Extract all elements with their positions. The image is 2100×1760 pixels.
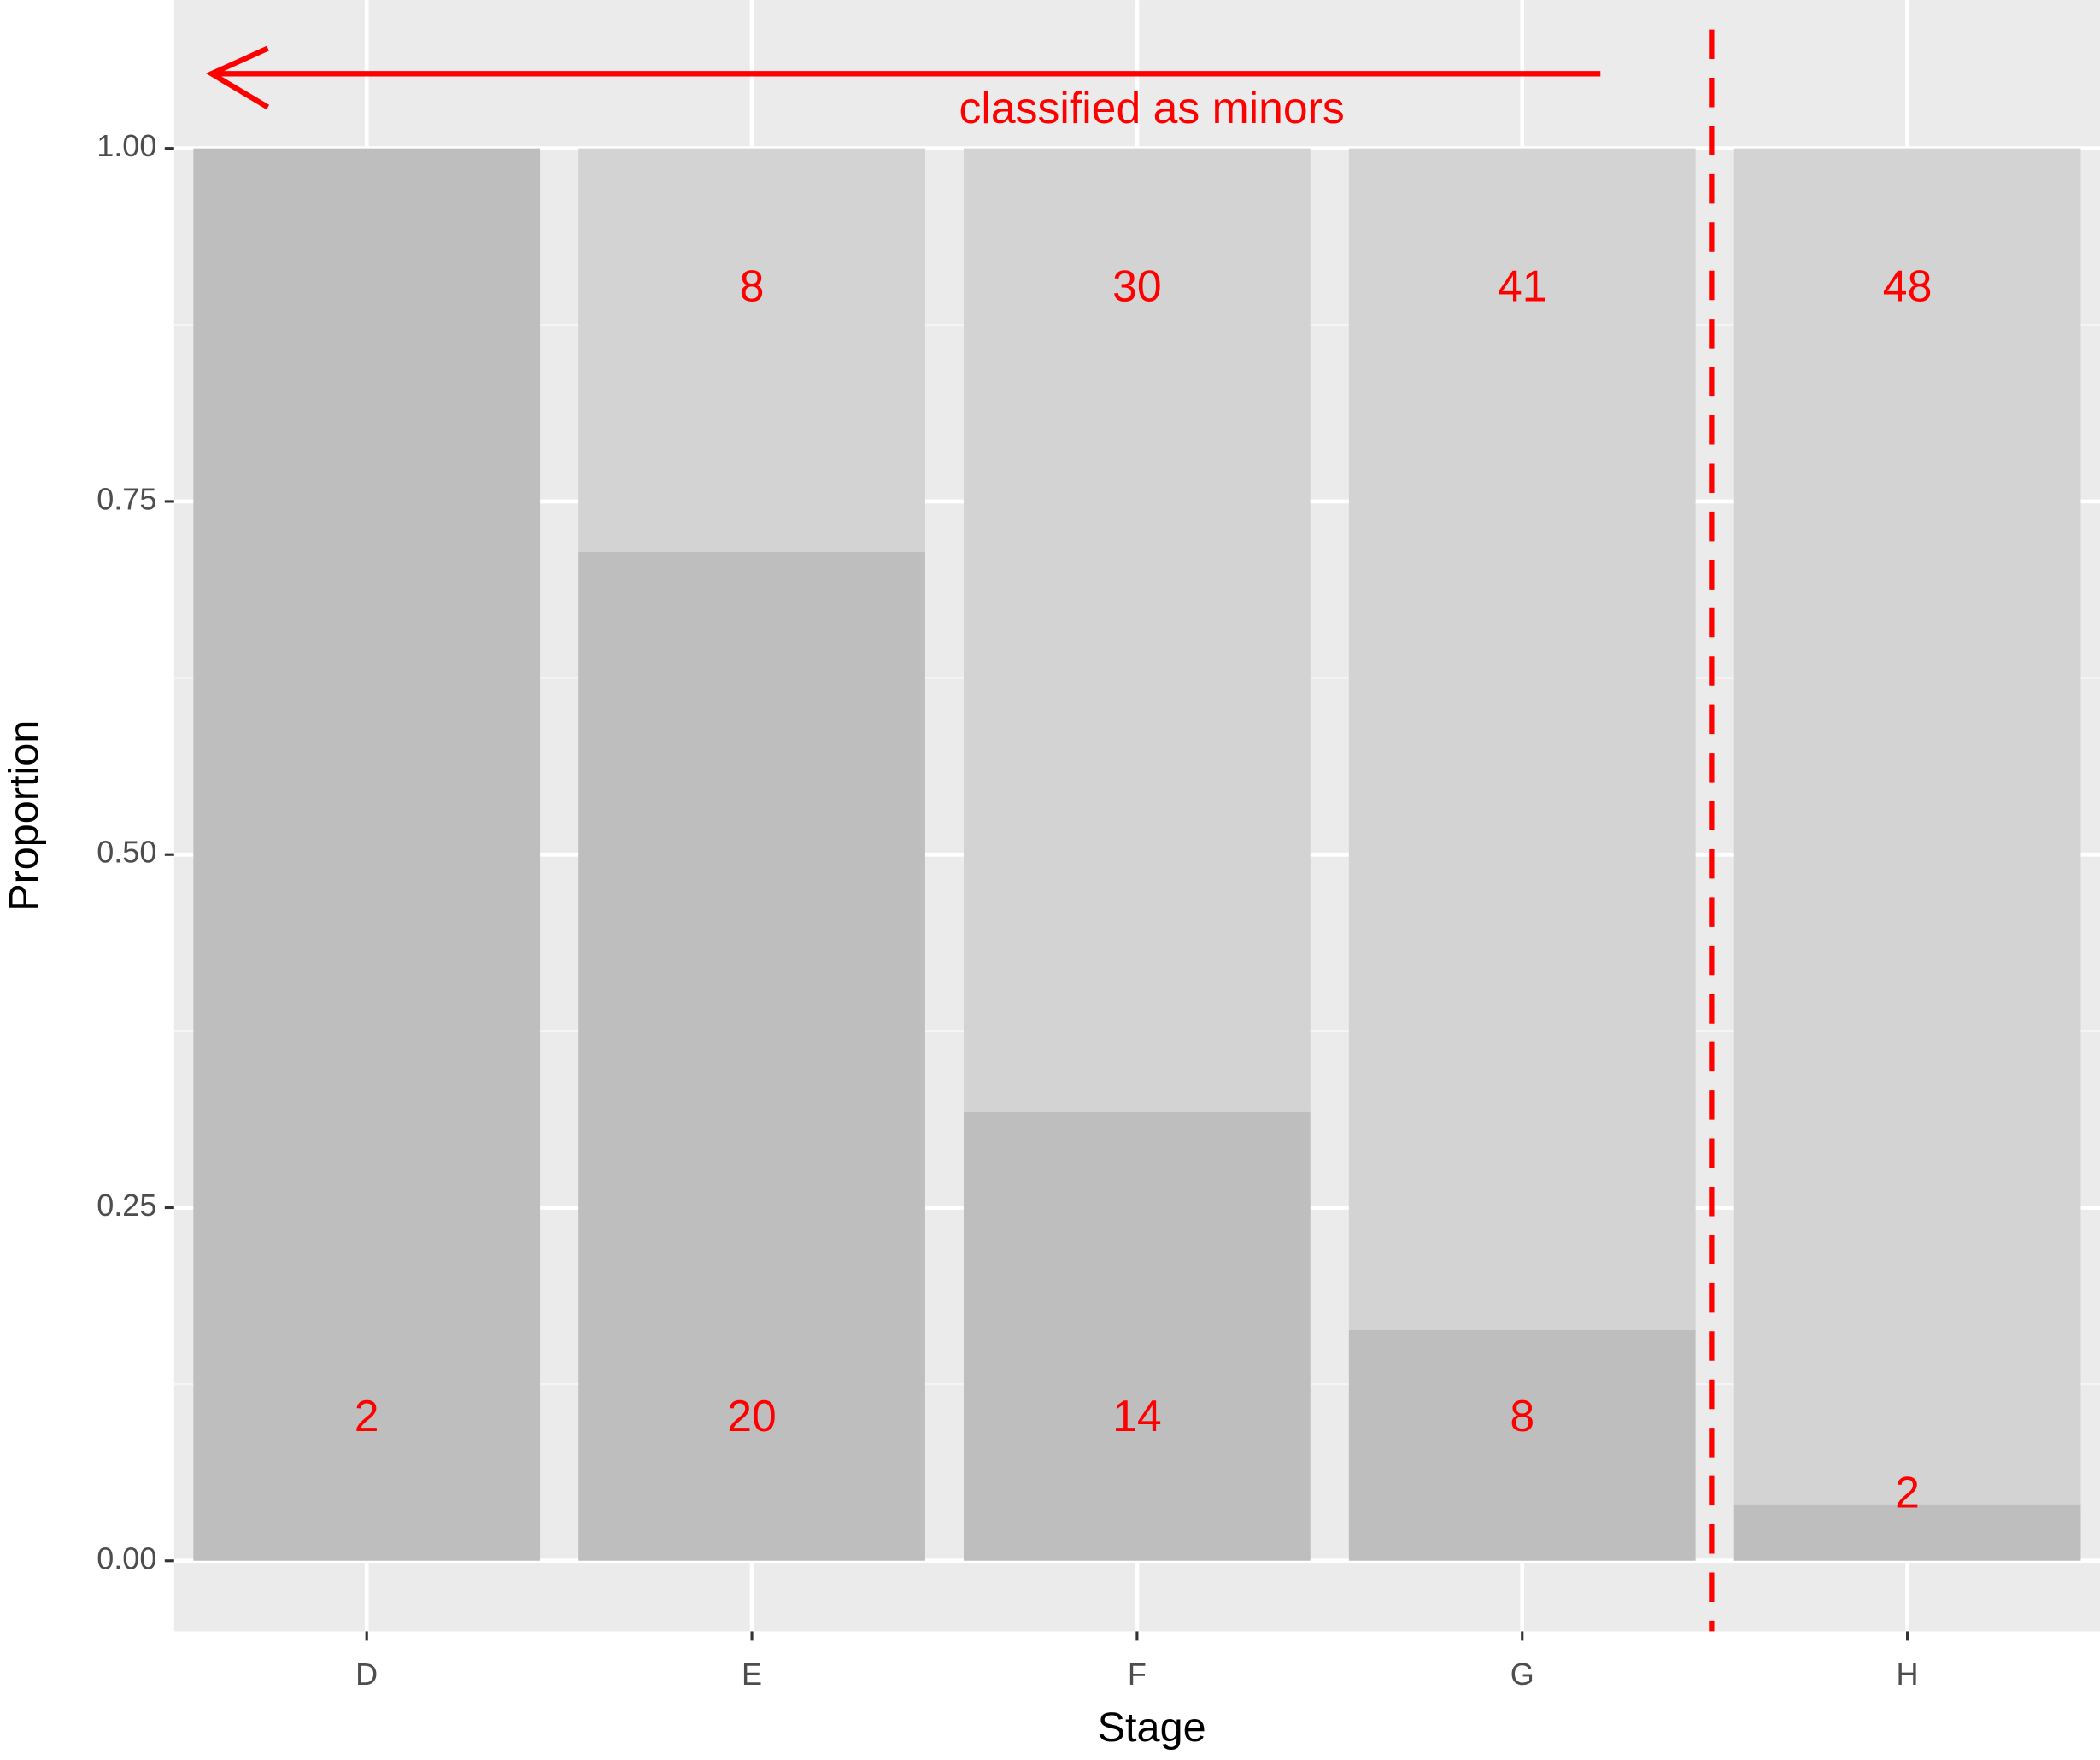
y-tick-label: 1.00 — [97, 128, 156, 163]
data-label: 8 — [740, 261, 765, 311]
x-tick-label: H — [1897, 1657, 1919, 1692]
data-label: 20 — [727, 1391, 777, 1440]
bar-segment — [1348, 148, 1696, 1330]
bar-segment — [578, 148, 925, 552]
x-tick-label: F — [1128, 1657, 1147, 1692]
data-label: 41 — [1498, 261, 1547, 311]
arrow-head — [205, 45, 270, 110]
y-tick-label: 0.25 — [97, 1188, 156, 1223]
y-tick-label: 0.50 — [97, 835, 156, 870]
y-tick-label: 0.00 — [97, 1540, 156, 1575]
bar-segment — [1733, 148, 2081, 1505]
x-tick-label: D — [355, 1657, 378, 1692]
y-tick-label: 0.75 — [97, 481, 156, 516]
y-axis-title: Proportion — [1, 720, 47, 912]
bar-segment — [964, 1111, 1311, 1561]
bar-segment — [578, 551, 925, 1561]
bar-segment — [964, 148, 1311, 1112]
data-label: 30 — [1112, 261, 1162, 311]
data-label: 48 — [1883, 261, 1933, 311]
annotation: classified as minors — [959, 83, 1345, 132]
bar-segment — [1733, 1504, 2081, 1561]
x-tick-label: G — [1510, 1657, 1534, 1692]
x-tick-label: E — [742, 1657, 762, 1692]
data-label: 14 — [1112, 1391, 1162, 1440]
data-label: 8 — [1510, 1391, 1534, 1440]
data-label: 2 — [1895, 1467, 1920, 1517]
bar-segment — [193, 148, 541, 1561]
data-label: 2 — [355, 1391, 379, 1440]
bar-segment — [1348, 1329, 1696, 1561]
x-axis-title: Stage — [1098, 1704, 1206, 1751]
